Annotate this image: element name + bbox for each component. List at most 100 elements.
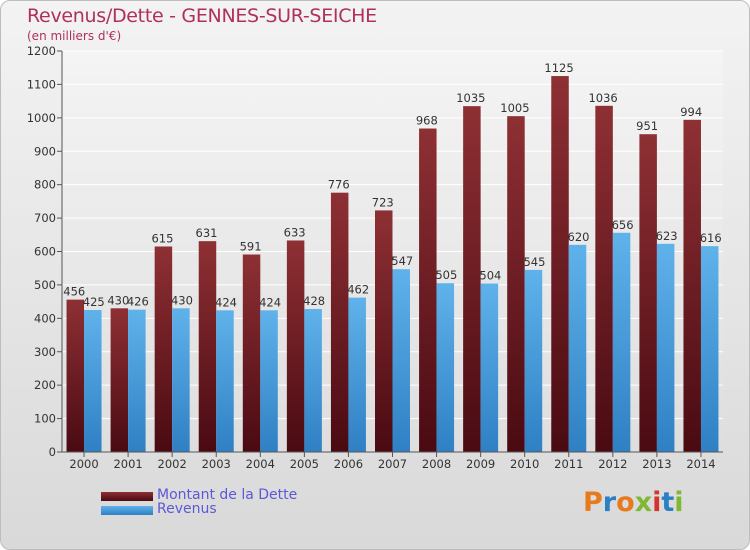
data-label-revenus: 424: [215, 295, 237, 309]
bars: [66, 76, 719, 453]
bar-dette: [154, 246, 173, 452]
x-tick-label: 2000: [69, 457, 98, 471]
logo-letter: r: [602, 487, 617, 518]
legend-label-revenus: Revenus: [157, 501, 217, 517]
data-label-revenus: 425: [83, 295, 105, 309]
data-label-revenus: 623: [656, 229, 678, 243]
data-label-dette: 631: [196, 226, 218, 240]
y-tick-label: 900: [34, 144, 56, 158]
bar-revenus: [656, 243, 675, 452]
bar-dette: [242, 254, 261, 452]
bar-dette: [330, 192, 349, 453]
data-label-dette: 456: [63, 285, 85, 299]
bar-revenus: [216, 310, 234, 452]
x-tick-label: 2013: [642, 457, 671, 471]
bar-dette: [595, 105, 613, 452]
y-tick-label: 1100: [27, 77, 56, 91]
bar-dette: [286, 240, 305, 452]
bar-dette: [507, 116, 525, 452]
logo-letter: t: [661, 487, 675, 518]
legend-swatch-dette: [101, 492, 153, 501]
x-tick-label: 2011: [554, 457, 583, 471]
data-label-dette: 1035: [456, 91, 485, 105]
x-tick-label: 2009: [466, 457, 495, 471]
y-tick-label: 1200: [27, 44, 56, 58]
legend-label-dette: Montant de la Dette: [157, 487, 298, 503]
x-tick-label: 2006: [334, 457, 363, 471]
bar-revenus: [348, 297, 366, 452]
data-label-revenus: 426: [127, 295, 149, 309]
data-label-dette: 994: [680, 105, 702, 119]
data-label-dette: 615: [151, 231, 173, 245]
y-tick-label: 400: [34, 311, 56, 325]
axes: 0 100 200 300 400 500 600 700 800 900 1000 1100 1200…: [27, 44, 723, 471]
x-tick-label: 2014: [686, 457, 715, 471]
proxiti-logo: Proxiti: [583, 487, 684, 518]
chart-title: Revenus/Dette - GENNES-SUR-SEICHE: [27, 5, 377, 27]
bar-dette: [419, 128, 437, 452]
y-tick-label: 0: [49, 445, 56, 459]
data-label-revenus: 656: [612, 218, 634, 232]
bar-dette: [375, 210, 393, 452]
data-label-revenus: 428: [303, 294, 325, 308]
x-tick-label: 2002: [158, 457, 187, 471]
y-tick-label: 1000: [27, 111, 56, 125]
bar-revenus: [304, 308, 322, 452]
bar-revenus: [568, 244, 587, 452]
data-label-dette: 1036: [588, 91, 617, 105]
data-label-dette: 776: [328, 178, 350, 192]
data-label-dette: 591: [240, 240, 262, 254]
y-tick-label: 700: [34, 211, 56, 225]
data-label-dette: 1125: [544, 61, 573, 75]
bar-revenus: [700, 246, 719, 452]
data-label-dette: 1005: [500, 101, 529, 115]
bar-revenus: [84, 309, 102, 452]
data-label-revenus: 430: [171, 293, 193, 307]
y-tick-label: 100: [34, 412, 56, 426]
x-tick-label: 2005: [290, 457, 319, 471]
data-label-revenus: 616: [700, 231, 722, 245]
y-tick-label: 500: [34, 278, 56, 292]
data-label-dette: 723: [372, 195, 394, 209]
data-label-dette: 951: [636, 119, 658, 133]
x-tick-label: 2003: [202, 457, 231, 471]
bar-revenus: [172, 308, 190, 452]
legend-swatch-revenus: [101, 506, 153, 515]
chart-subtitle: (en milliers d'€): [27, 29, 122, 43]
bar-dette: [463, 106, 481, 452]
logo-letter: o: [616, 487, 635, 518]
data-label-revenus: 424: [259, 295, 281, 309]
bar-dette: [551, 76, 569, 452]
bar-dette: [639, 134, 657, 452]
y-tick-label: 200: [34, 378, 56, 392]
data-label-dette: 968: [416, 114, 438, 128]
bar-revenus: [392, 269, 410, 452]
y-tick-label: 600: [34, 245, 56, 259]
data-label-revenus: 462: [347, 283, 369, 297]
x-tick-label: 2012: [598, 457, 627, 471]
data-label-revenus: 547: [391, 254, 413, 268]
bar-revenus: [612, 232, 631, 452]
bar-dette: [66, 299, 85, 452]
x-tick-label: 2010: [510, 457, 539, 471]
logo-letter: i: [652, 487, 662, 518]
y-tick-label: 800: [34, 178, 56, 192]
x-tick-label: 2004: [246, 457, 275, 471]
bar-revenus: [128, 309, 146, 452]
bar-revenus: [480, 283, 499, 452]
data-label-dette: 430: [107, 293, 129, 307]
bar-dette: [198, 241, 217, 452]
x-tick-label: 2008: [422, 457, 451, 471]
x-tick-label: 2007: [378, 457, 407, 471]
bar-revenus: [524, 269, 543, 452]
logo-letter: i: [674, 487, 684, 518]
data-label-revenus: 505: [435, 268, 457, 282]
bar-dette: [110, 308, 129, 452]
data-label-revenus: 504: [479, 269, 501, 283]
bar-revenus: [436, 283, 455, 452]
x-tick-label: 2001: [113, 457, 142, 471]
data-label-dette: 633: [284, 225, 306, 239]
